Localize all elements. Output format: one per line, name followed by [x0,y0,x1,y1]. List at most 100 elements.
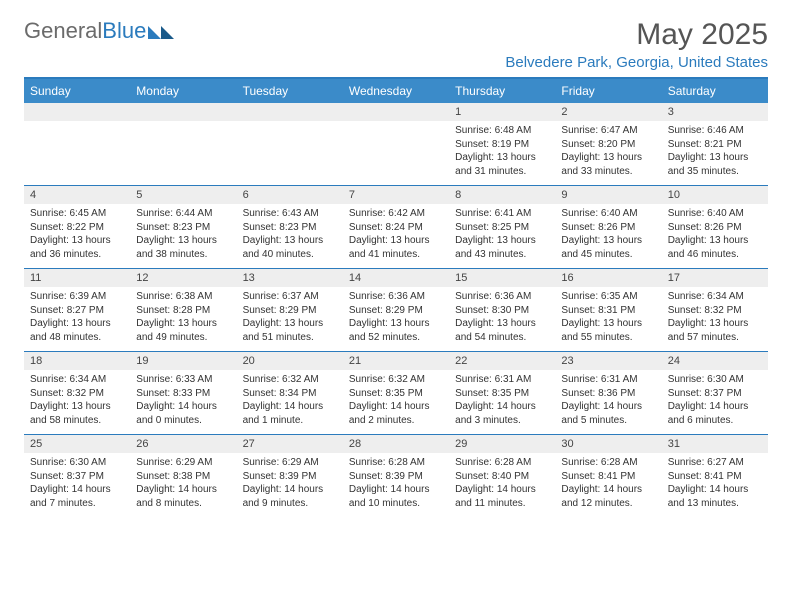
day-details: Sunrise: 6:32 AMSunset: 8:35 PMDaylight:… [343,370,449,433]
day-cell: 2Sunrise: 6:47 AMSunset: 8:20 PMDaylight… [555,103,661,185]
sunset-text: Sunset: 8:30 PM [455,304,549,318]
sunset-text: Sunset: 8:24 PM [349,221,443,235]
day-number: 29 [449,435,555,453]
daylight-text: Daylight: 13 hours and 45 minutes. [561,234,655,261]
week-row: 25Sunrise: 6:30 AMSunset: 8:37 PMDayligh… [24,434,768,517]
day-cell: 24Sunrise: 6:30 AMSunset: 8:37 PMDayligh… [662,352,768,434]
day-number: 14 [343,269,449,287]
daylight-text: Daylight: 13 hours and 31 minutes. [455,151,549,178]
day-details: Sunrise: 6:30 AMSunset: 8:37 PMDaylight:… [24,453,130,516]
daylight-text: Daylight: 13 hours and 52 minutes. [349,317,443,344]
day-number: 6 [237,186,343,204]
day-number: 10 [662,186,768,204]
logo: GeneralBlue [24,18,174,44]
page-header: GeneralBlue May 2025 Belvedere Park, Geo… [24,18,768,71]
day-details: Sunrise: 6:28 AMSunset: 8:41 PMDaylight:… [555,453,661,516]
day-number: 31 [662,435,768,453]
title-block: May 2025 Belvedere Park, Georgia, United… [505,18,768,71]
daylight-text: Daylight: 14 hours and 8 minutes. [136,483,230,510]
daylight-text: Daylight: 14 hours and 9 minutes. [243,483,337,510]
sunrise-text: Sunrise: 6:31 AM [455,373,549,387]
daylight-text: Daylight: 13 hours and 46 minutes. [668,234,762,261]
sunset-text: Sunset: 8:20 PM [561,138,655,152]
sunset-text: Sunset: 8:37 PM [668,387,762,401]
day-cell: 16Sunrise: 6:35 AMSunset: 8:31 PMDayligh… [555,269,661,351]
sunrise-text: Sunrise: 6:39 AM [30,290,124,304]
daylight-text: Daylight: 13 hours and 51 minutes. [243,317,337,344]
calendar: SundayMondayTuesdayWednesdayThursdayFrid… [24,77,768,517]
sunset-text: Sunset: 8:28 PM [136,304,230,318]
weekday-cell: Thursday [449,79,555,103]
sunset-text: Sunset: 8:41 PM [668,470,762,484]
sunrise-text: Sunrise: 6:48 AM [455,124,549,138]
week-row: 4Sunrise: 6:45 AMSunset: 8:22 PMDaylight… [24,185,768,268]
day-cell: 29Sunrise: 6:28 AMSunset: 8:40 PMDayligh… [449,435,555,517]
day-number: 8 [449,186,555,204]
day-cell [24,103,130,185]
day-number: 2 [555,103,661,121]
day-number: 15 [449,269,555,287]
day-number: 20 [237,352,343,370]
daylight-text: Daylight: 14 hours and 1 minute. [243,400,337,427]
sunset-text: Sunset: 8:32 PM [30,387,124,401]
sunset-text: Sunset: 8:26 PM [668,221,762,235]
sunrise-text: Sunrise: 6:42 AM [349,207,443,221]
sunrise-text: Sunrise: 6:30 AM [668,373,762,387]
daylight-text: Daylight: 13 hours and 41 minutes. [349,234,443,261]
day-number [24,103,130,121]
day-cell: 15Sunrise: 6:36 AMSunset: 8:30 PMDayligh… [449,269,555,351]
sunrise-text: Sunrise: 6:47 AM [561,124,655,138]
day-details: Sunrise: 6:28 AMSunset: 8:39 PMDaylight:… [343,453,449,516]
sunrise-text: Sunrise: 6:36 AM [455,290,549,304]
day-number: 25 [24,435,130,453]
daylight-text: Daylight: 13 hours and 49 minutes. [136,317,230,344]
day-number: 21 [343,352,449,370]
day-number: 5 [130,186,236,204]
weekday-cell: Wednesday [343,79,449,103]
day-cell [237,103,343,185]
daylight-text: Daylight: 13 hours and 48 minutes. [30,317,124,344]
sunrise-text: Sunrise: 6:29 AM [243,456,337,470]
sunrise-text: Sunrise: 6:41 AM [455,207,549,221]
daylight-text: Daylight: 14 hours and 11 minutes. [455,483,549,510]
day-cell: 10Sunrise: 6:40 AMSunset: 8:26 PMDayligh… [662,186,768,268]
sunrise-text: Sunrise: 6:28 AM [561,456,655,470]
daylight-text: Daylight: 13 hours and 58 minutes. [30,400,124,427]
location: Belvedere Park, Georgia, United States [505,54,768,71]
sunset-text: Sunset: 8:40 PM [455,470,549,484]
day-cell: 12Sunrise: 6:38 AMSunset: 8:28 PMDayligh… [130,269,236,351]
day-cell: 7Sunrise: 6:42 AMSunset: 8:24 PMDaylight… [343,186,449,268]
day-cell: 20Sunrise: 6:32 AMSunset: 8:34 PMDayligh… [237,352,343,434]
day-number: 9 [555,186,661,204]
day-cell: 31Sunrise: 6:27 AMSunset: 8:41 PMDayligh… [662,435,768,517]
sunset-text: Sunset: 8:27 PM [30,304,124,318]
day-cell: 8Sunrise: 6:41 AMSunset: 8:25 PMDaylight… [449,186,555,268]
day-cell: 21Sunrise: 6:32 AMSunset: 8:35 PMDayligh… [343,352,449,434]
day-cell: 22Sunrise: 6:31 AMSunset: 8:35 PMDayligh… [449,352,555,434]
day-details: Sunrise: 6:34 AMSunset: 8:32 PMDaylight:… [662,287,768,350]
day-details: Sunrise: 6:46 AMSunset: 8:21 PMDaylight:… [662,121,768,184]
daylight-text: Daylight: 14 hours and 5 minutes. [561,400,655,427]
logo-text-gray: General [24,18,102,44]
sunset-text: Sunset: 8:39 PM [349,470,443,484]
day-cell: 9Sunrise: 6:40 AMSunset: 8:26 PMDaylight… [555,186,661,268]
sunset-text: Sunset: 8:29 PM [349,304,443,318]
sunrise-text: Sunrise: 6:40 AM [561,207,655,221]
day-cell: 28Sunrise: 6:28 AMSunset: 8:39 PMDayligh… [343,435,449,517]
daylight-text: Daylight: 13 hours and 40 minutes. [243,234,337,261]
day-number: 18 [24,352,130,370]
day-number: 17 [662,269,768,287]
daylight-text: Daylight: 14 hours and 12 minutes. [561,483,655,510]
logo-text-blue: Blue [102,18,146,44]
sunrise-text: Sunrise: 6:46 AM [668,124,762,138]
daylight-text: Daylight: 13 hours and 35 minutes. [668,151,762,178]
day-cell: 11Sunrise: 6:39 AMSunset: 8:27 PMDayligh… [24,269,130,351]
day-details: Sunrise: 6:36 AMSunset: 8:30 PMDaylight:… [449,287,555,350]
daylight-text: Daylight: 14 hours and 10 minutes. [349,483,443,510]
day-details: Sunrise: 6:29 AMSunset: 8:38 PMDaylight:… [130,453,236,516]
sunset-text: Sunset: 8:22 PM [30,221,124,235]
day-details: Sunrise: 6:43 AMSunset: 8:23 PMDaylight:… [237,204,343,267]
day-cell: 4Sunrise: 6:45 AMSunset: 8:22 PMDaylight… [24,186,130,268]
weekday-cell: Tuesday [237,79,343,103]
day-cell: 26Sunrise: 6:29 AMSunset: 8:38 PMDayligh… [130,435,236,517]
